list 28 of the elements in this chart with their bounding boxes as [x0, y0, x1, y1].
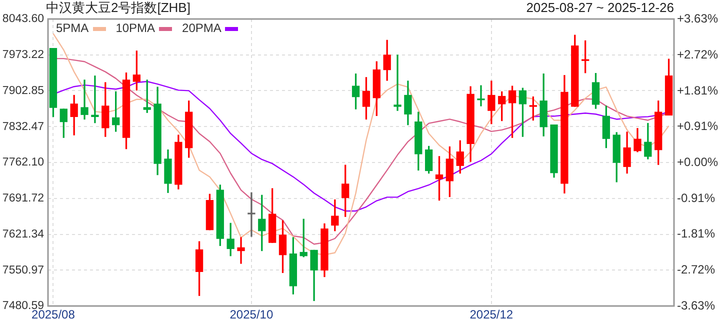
- y2-tick-label: +1.81%: [677, 83, 718, 98]
- y2-tick-label: +0.00%: [677, 154, 718, 169]
- candlestick: [248, 192, 256, 237]
- y2-tick-label: -2.72%: [677, 262, 716, 276]
- candlestick: [394, 54, 402, 111]
- y-tick-label: 7973.22: [2, 49, 44, 62]
- chart-title: 中汉黄大豆2号指数[ZHB]: [46, 0, 190, 16]
- x-tick-label: 2025/08: [32, 308, 76, 320]
- legend-label: 20PMA: [182, 21, 222, 35]
- y-tick-label: 8043.60: [2, 13, 44, 26]
- chart-subtitle: 2025-08-27 ~ 2025-12-26: [526, 0, 674, 16]
- y2-tick-label: +0.91%: [677, 118, 718, 133]
- candlestick: [529, 96, 537, 121]
- y2-tick-label: +3.63%: [677, 11, 718, 26]
- y-tick-label: 7691.72: [2, 192, 44, 205]
- y-tick-label: 7832.47: [2, 120, 44, 133]
- y-tick-label: 7902.85: [2, 84, 44, 97]
- y2-tick-label: +2.72%: [677, 47, 718, 62]
- legend-label: 10PMA: [116, 21, 156, 35]
- y2-tick-label: -0.91%: [677, 190, 716, 205]
- y2-tick-label: -3.63%: [677, 298, 716, 312]
- x-tick-label: 2025/12: [470, 308, 514, 320]
- y-tick-label: 7621.34: [2, 228, 45, 240]
- y2-tick-label: -1.81%: [677, 226, 716, 240]
- legend-label: 5PMA: [56, 21, 89, 35]
- y-tick-label: 7762.10: [2, 156, 44, 169]
- x-tick-label: 2025/10: [230, 308, 274, 320]
- y-tick-label: 7550.97: [2, 264, 44, 276]
